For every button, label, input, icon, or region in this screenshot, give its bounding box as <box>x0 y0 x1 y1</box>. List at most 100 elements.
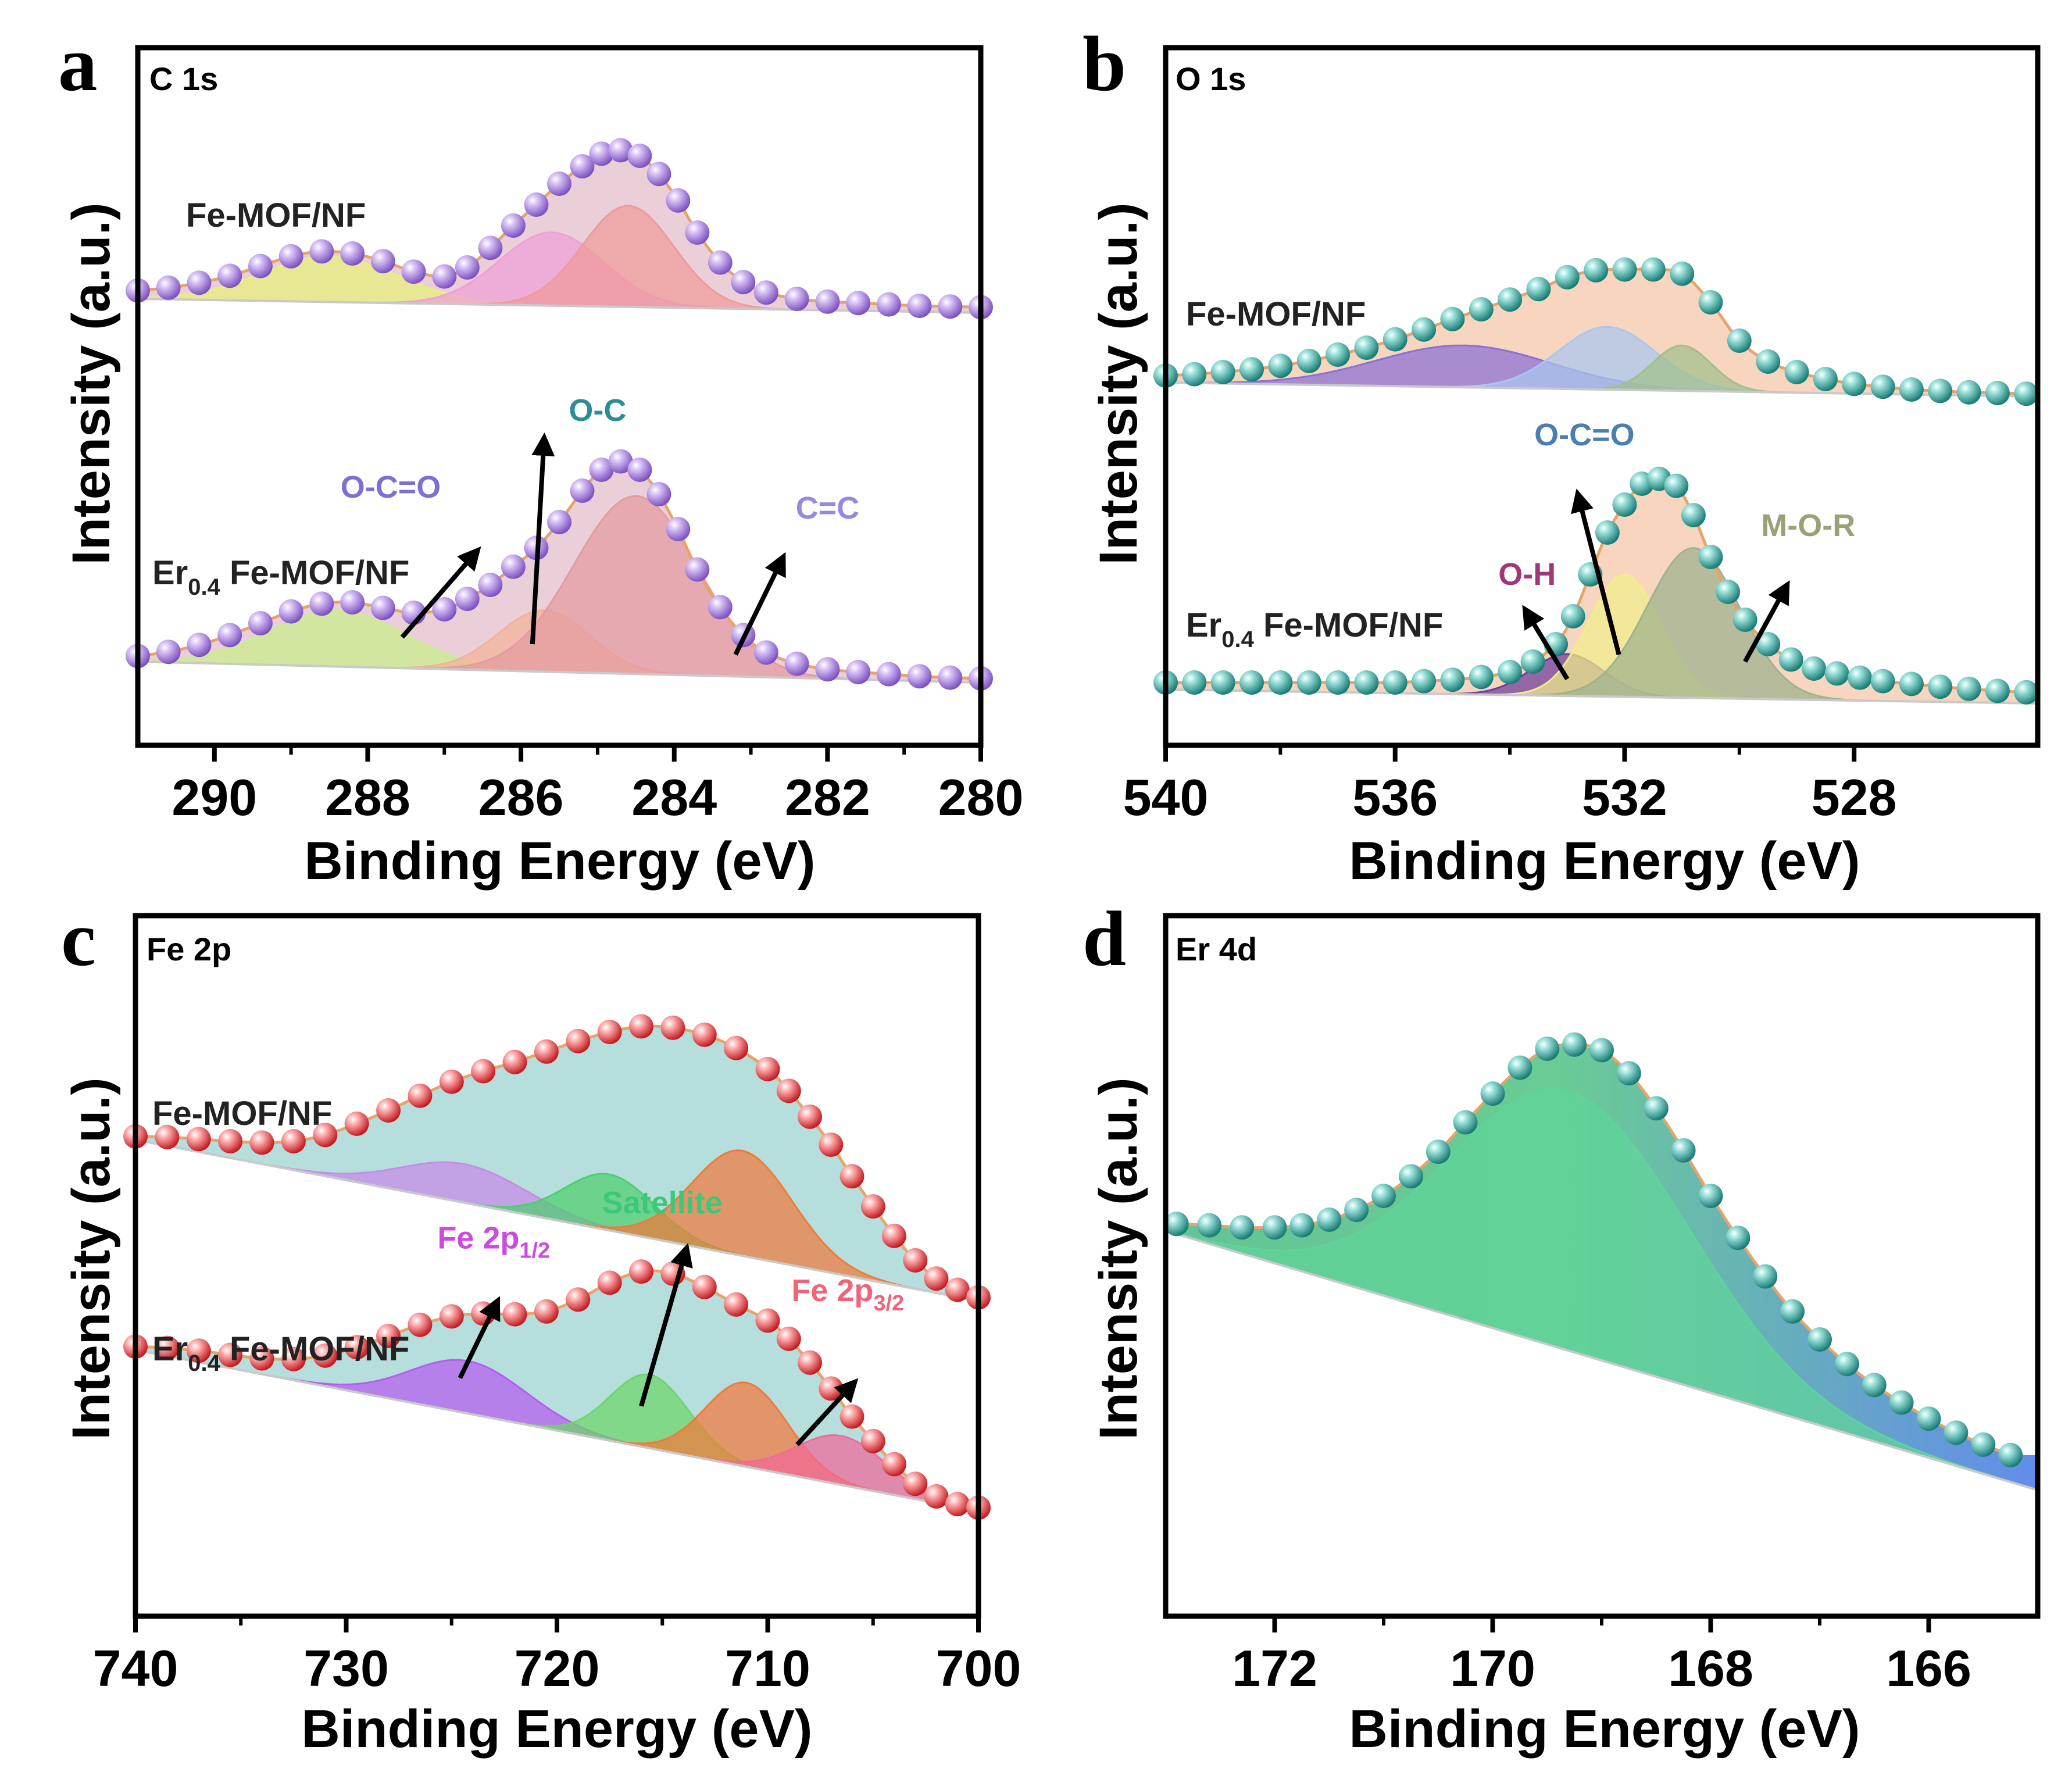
data-point <box>155 1335 180 1360</box>
data-point <box>1956 676 1981 701</box>
data-point <box>755 1056 780 1081</box>
data-point <box>1732 608 1757 632</box>
x-tick-label: 540 <box>1123 769 1209 826</box>
data-point <box>547 510 571 534</box>
plot-area <box>123 1014 991 1520</box>
x-tick-label: 166 <box>1886 1639 1971 1697</box>
peak-annotation: Fe 2p1/2 <box>437 1220 550 1380</box>
series-label-main: Er <box>1186 606 1221 644</box>
data-point <box>798 1104 822 1129</box>
data-point <box>1899 671 1924 696</box>
data-point <box>1753 1264 1778 1289</box>
data-point <box>370 595 395 620</box>
data-point <box>1784 360 1809 384</box>
data-point <box>501 554 526 579</box>
data-point <box>1595 520 1620 545</box>
data-point <box>455 255 480 280</box>
data-point <box>1230 1215 1255 1240</box>
corner-label: Fe 2p <box>147 931 231 967</box>
data-point <box>924 1266 949 1291</box>
data-point <box>376 1098 401 1123</box>
data-point <box>217 263 242 288</box>
data-point <box>907 664 932 689</box>
data-point <box>155 1124 180 1149</box>
x-ticks: 172 170 168 166 <box>1232 1616 1971 1697</box>
annotation-label: Fe 2p3/2 <box>791 1273 904 1316</box>
data-point <box>860 1194 885 1219</box>
annotation-arrow <box>639 1243 693 1407</box>
data-point <box>666 188 691 213</box>
data-point <box>1589 1038 1614 1063</box>
data-point <box>753 640 778 665</box>
data-point <box>1956 380 1981 405</box>
data-point <box>1382 327 1407 352</box>
data-point <box>1834 1352 1859 1377</box>
data-point <box>882 1452 906 1477</box>
peak-annotation: O-C=O <box>341 470 481 639</box>
series-1 <box>1153 466 2039 705</box>
data-point <box>501 213 526 238</box>
data-point <box>1354 670 1379 695</box>
data-points <box>1164 1032 2023 1467</box>
background-line <box>137 660 981 684</box>
data-point <box>819 1132 844 1157</box>
x-tick-label: 284 <box>631 769 717 826</box>
x-tick-label: 730 <box>303 1639 389 1697</box>
panel-c: c Intensity (a.u.) Binding Energy (eV) F… <box>61 896 1021 1759</box>
data-point <box>1698 545 1723 569</box>
annotation-arrow <box>1571 488 1621 655</box>
annotation-label: O-C=O <box>341 470 441 505</box>
data-point <box>1780 1299 1805 1324</box>
series-label-main: Er <box>152 554 188 592</box>
data-point <box>646 482 671 506</box>
data-point <box>408 1312 433 1337</box>
data-point <box>1727 328 1752 353</box>
data-point <box>1239 670 1264 695</box>
data-point <box>566 1028 591 1053</box>
data-point <box>1555 265 1580 290</box>
data-point <box>907 294 932 318</box>
data-point <box>534 1039 559 1064</box>
data-point <box>629 1259 653 1284</box>
data-point <box>1317 1207 1342 1232</box>
x-tick-label: 172 <box>1232 1639 1317 1697</box>
data-point <box>1296 670 1321 695</box>
plot-area <box>1164 1032 2039 1492</box>
data-point <box>281 1346 306 1371</box>
annotation-label: C=C <box>796 491 860 526</box>
data-point <box>1716 580 1741 604</box>
data-point <box>309 591 334 616</box>
data-point <box>1440 667 1465 692</box>
series-0 <box>1164 1032 2039 1492</box>
data-point <box>608 138 633 163</box>
data-point <box>666 517 691 541</box>
peak-annotation: Fe 2p3/2 <box>791 1273 904 1446</box>
data-point <box>1998 1442 2023 1467</box>
data-point <box>502 1049 527 1074</box>
plot-frame <box>135 45 984 748</box>
data-point <box>692 1274 717 1299</box>
panel-letter: d <box>1083 896 1126 983</box>
plot-area <box>126 138 993 691</box>
x-tick-label: 740 <box>93 1639 178 1697</box>
data-point <box>1326 670 1351 695</box>
data-point <box>570 478 595 503</box>
data-point <box>1584 258 1609 283</box>
series-label-sub: 0.4 <box>188 1351 220 1376</box>
data-point <box>1469 297 1494 321</box>
data-point <box>1944 1420 1969 1445</box>
data-point <box>846 660 871 684</box>
data-point <box>217 623 242 648</box>
x-ticks: 290 288 286 284 282 280 <box>172 745 1023 826</box>
data-point <box>340 590 365 615</box>
data-point <box>1268 353 1293 378</box>
data-point <box>692 1022 717 1047</box>
data-point <box>945 1277 970 1302</box>
data-point <box>187 633 212 658</box>
data-point <box>882 1223 906 1248</box>
data-point <box>408 1083 433 1108</box>
data-point <box>344 1335 369 1360</box>
data-point <box>1870 374 1895 399</box>
data-point <box>1681 503 1706 527</box>
x-tick-label: 528 <box>1812 769 1897 826</box>
